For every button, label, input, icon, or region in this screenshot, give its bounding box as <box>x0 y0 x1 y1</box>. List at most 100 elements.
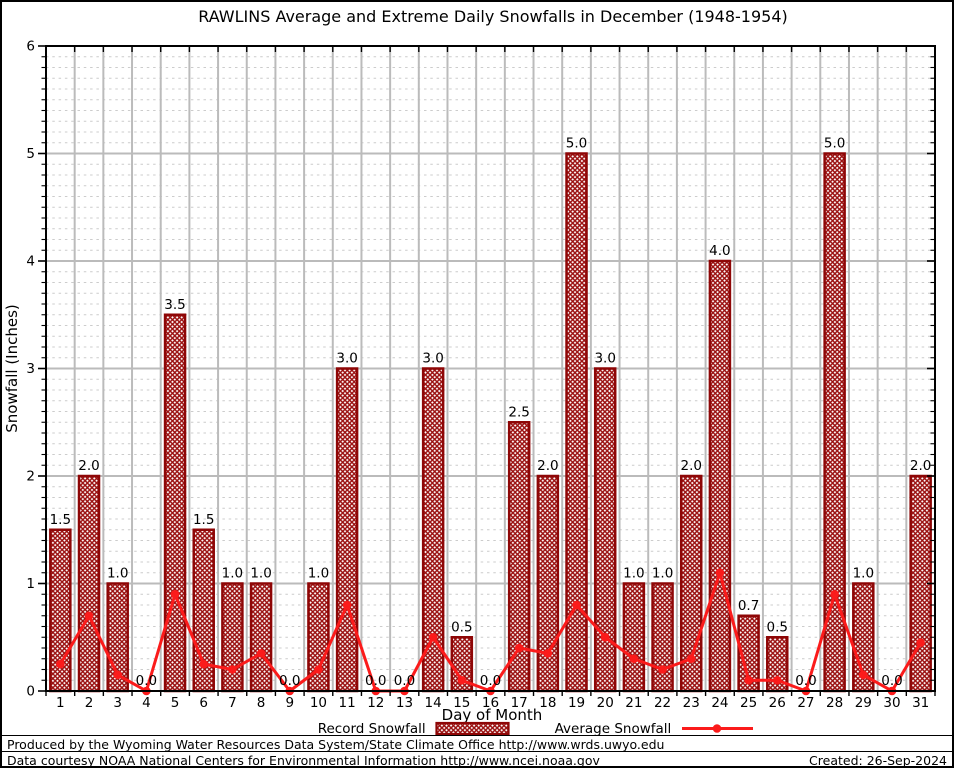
svg-text:1.5: 1.5 <box>193 512 214 528</box>
svg-text:1: 1 <box>56 695 65 711</box>
avg-marker-day-28 <box>830 589 839 599</box>
x-axis-label: Day of Month <box>441 706 543 724</box>
svg-text:Snowfall (Inches): Snowfall (Inches) <box>3 304 21 432</box>
avg-marker-day-23 <box>686 654 696 664</box>
svg-text:0.0: 0.0 <box>795 673 816 689</box>
svg-text:29: 29 <box>855 695 872 711</box>
svg-text:0: 0 <box>26 684 35 700</box>
svg-text:2: 2 <box>85 695 94 711</box>
svg-text:0.5: 0.5 <box>451 619 472 635</box>
svg-text:15: 15 <box>453 695 470 711</box>
avg-marker-day-3 <box>113 670 122 680</box>
avg-marker-day-21 <box>629 654 639 664</box>
svg-text:3.0: 3.0 <box>336 351 357 367</box>
y-axis-label: Snowfall (Inches) <box>3 304 21 432</box>
svg-text:2.0: 2.0 <box>537 458 558 474</box>
svg-text:1.0: 1.0 <box>652 566 673 582</box>
avg-marker-day-7 <box>228 665 237 674</box>
svg-text:2.0: 2.0 <box>910 458 931 474</box>
svg-text:0.0: 0.0 <box>394 673 415 689</box>
svg-text:5: 5 <box>171 695 180 711</box>
bar-day-14 <box>421 367 445 693</box>
svg-text:1.0: 1.0 <box>107 566 128 582</box>
avg-marker-day-20 <box>600 632 610 642</box>
svg-text:0.0: 0.0 <box>136 673 157 689</box>
avg-marker-day-6 <box>199 659 209 669</box>
svg-text:3.5: 3.5 <box>164 297 185 313</box>
svg-text:1.0: 1.0 <box>308 566 329 582</box>
svg-text:2.5: 2.5 <box>508 404 529 420</box>
svg-text:1: 1 <box>26 576 35 592</box>
avg-marker-day-14 <box>428 632 438 642</box>
avg-marker-day-18 <box>543 649 553 658</box>
svg-text:4: 4 <box>142 695 151 711</box>
svg-text:1.0: 1.0 <box>222 566 243 582</box>
svg-text:22: 22 <box>654 695 671 711</box>
footer-data-courtesy: Data courtesy NOAA National Centers for … <box>0 751 954 768</box>
svg-text:17: 17 <box>511 695 528 711</box>
axis-ticks <box>38 45 936 696</box>
svg-text:10: 10 <box>310 695 327 711</box>
svg-text:4.0: 4.0 <box>709 243 730 259</box>
avg-marker-day-26 <box>772 675 782 685</box>
svg-text:3: 3 <box>113 695 122 711</box>
avg-marker-day-29 <box>859 670 868 680</box>
svg-text:9: 9 <box>285 695 294 711</box>
bar-day-19 <box>565 152 588 693</box>
svg-text:23: 23 <box>683 695 700 711</box>
legend: Record Snowfall Average Snowfall <box>60 720 954 737</box>
svg-text:0.5: 0.5 <box>767 619 788 635</box>
svg-text:5: 5 <box>26 146 35 162</box>
svg-text:14: 14 <box>425 695 442 711</box>
svg-text:1.0: 1.0 <box>250 566 271 582</box>
svg-text:11: 11 <box>339 695 356 711</box>
svg-text:25: 25 <box>740 695 757 711</box>
legend-record-label: Record Snowfall <box>317 720 426 737</box>
svg-text:13: 13 <box>396 695 413 711</box>
svg-text:26: 26 <box>769 695 786 711</box>
legend-average-label: Average Snowfall <box>554 720 672 737</box>
svg-text:3.0: 3.0 <box>594 351 615 367</box>
svg-text:1.5: 1.5 <box>50 512 71 528</box>
svg-text:19: 19 <box>568 695 585 711</box>
svg-text:0.0: 0.0 <box>881 673 902 689</box>
avg-marker-day-22 <box>658 665 667 674</box>
avg-marker-day-10 <box>314 665 323 674</box>
chart-title: RAWLINS Average and Extreme Daily Snowfa… <box>198 7 788 26</box>
svg-text:18: 18 <box>539 695 556 711</box>
svg-text:4: 4 <box>26 254 35 270</box>
bar-day-21 <box>622 582 646 693</box>
avg-marker-day-25 <box>744 675 753 685</box>
svg-text:24: 24 <box>711 695 728 711</box>
snowfall-plot-canvas: 1.5 2.0 1.0 0.0 3.5 1.5 1.0 1.0 0.0 1.0 3.0 0.0 0.0 3… <box>3 39 936 711</box>
svg-text:2.0: 2.0 <box>680 458 701 474</box>
avg-marker-day-1 <box>56 659 65 669</box>
svg-text:28: 28 <box>826 695 843 711</box>
svg-text:20: 20 <box>597 695 614 711</box>
footer-produced-text: Produced by the Wyoming Water Resources … <box>7 737 665 752</box>
svg-text:8: 8 <box>257 695 266 711</box>
avg-marker-day-31 <box>916 638 925 647</box>
avg-marker-day-2 <box>84 611 94 621</box>
bar-day-22 <box>651 582 674 693</box>
avg-marker-day-17 <box>514 643 524 653</box>
footer-created-text: Created: 26-Sep-2024 <box>809 753 947 768</box>
svg-text:0.7: 0.7 <box>738 598 759 614</box>
svg-text:6: 6 <box>199 695 208 711</box>
svg-text:6: 6 <box>26 39 35 55</box>
bar-day-8 <box>249 582 273 693</box>
average-snowfall-line-icon <box>682 724 754 733</box>
svg-text:31: 31 <box>912 695 929 711</box>
bar-day-11 <box>335 367 359 693</box>
svg-text:16: 16 <box>482 695 499 711</box>
grid <box>46 46 935 691</box>
svg-text:1.0: 1.0 <box>853 566 874 582</box>
svg-text:5.0: 5.0 <box>566 136 587 152</box>
footer-produced-by: Produced by the Wyoming Water Resources … <box>0 735 954 752</box>
bar-value-labels: 1.5 2.0 1.0 0.0 3.5 1.5 1.0 1.0 0.0 1.0 3.0 0.0 0.0 3… <box>50 136 932 690</box>
avg-marker-day-19 <box>572 600 581 610</box>
svg-text:5.0: 5.0 <box>824 136 845 152</box>
y-tick-labels: 0 1 2 3 4 5 6 <box>26 39 35 700</box>
svg-text:2: 2 <box>26 469 35 485</box>
